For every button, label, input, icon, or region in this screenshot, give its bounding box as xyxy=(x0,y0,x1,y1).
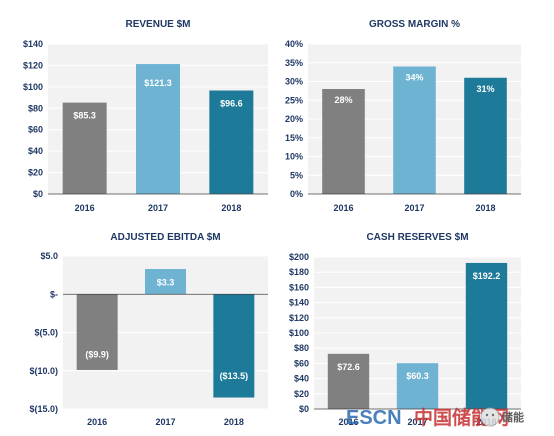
gross-margin-data-label-2018: 31% xyxy=(476,84,494,94)
revenue-y-tick-label: $20 xyxy=(28,168,43,178)
cash-reserves-y-tick-label: $80 xyxy=(294,343,309,353)
revenue-title: REVENUE $M xyxy=(125,19,190,30)
cash-reserves-data-label-2018: $192.2 xyxy=(473,271,501,281)
revenue-y-tick-label: $60 xyxy=(28,125,43,135)
gross-margin-data-label-2016: 28% xyxy=(334,95,352,105)
adjusted-ebitda-y-tick-label: $(5.0) xyxy=(34,328,58,338)
revenue-bar-2017 xyxy=(136,64,180,195)
adjusted-ebitda-bar-2016 xyxy=(76,294,118,370)
adjusted-ebitda-x-tick-label: 2018 xyxy=(224,417,244,427)
gross-margin-y-tick-label: 0% xyxy=(290,189,303,199)
watermark-escn-text: ESCN xyxy=(346,407,402,429)
revenue-y-tick-label: $0 xyxy=(33,189,43,199)
cash-reserves-bar-2018 xyxy=(465,262,508,409)
adjusted-ebitda-bar-2017 xyxy=(145,269,186,295)
adjusted-ebitda-x-tick-label: 2017 xyxy=(155,417,175,427)
revenue-y-tick-label: $120 xyxy=(23,60,43,70)
cash-reserves-y-tick-label: $0 xyxy=(299,404,309,414)
gross-margin-title: GROSS MARGIN % xyxy=(369,19,460,30)
watermark-badge-text: 储能 xyxy=(502,410,524,424)
cash-reserves-y-tick-label: $120 xyxy=(289,313,309,323)
gross-margin-y-tick-label: 25% xyxy=(285,95,303,105)
cash-reserves-y-tick-label: $20 xyxy=(294,389,309,399)
wechat-badge-icon xyxy=(480,407,500,427)
gross-margin-y-tick-label: 5% xyxy=(290,170,303,180)
revenue-y-tick-label: $80 xyxy=(28,103,43,113)
gross-margin-y-tick-label: 35% xyxy=(285,58,303,68)
gross-margin-bar-2017 xyxy=(393,66,436,194)
adjusted-ebitda-data-label-2018: ($13.5) xyxy=(220,371,249,381)
cash-reserves-y-tick-label: $140 xyxy=(289,298,309,308)
cash-reserves-y-tick-label: $180 xyxy=(289,267,309,277)
gross-margin-data-label-2017: 34% xyxy=(405,73,423,83)
cash-reserves-y-tick-label: $200 xyxy=(289,252,309,262)
cash-reserves-x-tick-label: 2016 xyxy=(338,417,358,427)
revenue-bar-2018 xyxy=(209,90,254,194)
cash-reserves-bar-2016 xyxy=(327,353,370,409)
gross-margin-bar-2018 xyxy=(464,77,507,194)
cash-reserves-y-tick-label: $100 xyxy=(289,328,309,338)
cash-reserves-x-tick-label: 2017 xyxy=(407,417,427,427)
revenue-data-label-2018: $96.6 xyxy=(220,99,243,109)
revenue-y-tick-label: $140 xyxy=(23,39,43,49)
revenue-x-tick-label: 2017 xyxy=(148,203,168,213)
adjusted-ebitda-y-tick-label: $5.0 xyxy=(40,251,58,261)
gross-margin-y-tick-label: 15% xyxy=(285,133,303,143)
revenue-y-tick-label: $40 xyxy=(28,146,43,156)
gross-margin-x-tick-label: 2017 xyxy=(404,203,424,213)
adjusted-ebitda-bar-2018 xyxy=(213,294,255,398)
revenue-data-label-2017: $121.3 xyxy=(144,78,172,88)
adjusted-ebitda-chart: ADJUSTED EBITDA $M $(15.0) $(10.0) $(5.0) $-… xyxy=(29,232,268,427)
revenue-chart: REVENUE $M $0 $20 $40 $60 $80 $100 $120 $140 $85.… xyxy=(23,19,268,213)
adjusted-ebitda-y-tick-label: $(15.0) xyxy=(29,404,58,414)
adjusted-ebitda-data-label-2017: $3.3 xyxy=(157,278,175,288)
cash-reserves-y-tick-label: $40 xyxy=(294,374,309,384)
adjusted-ebitda-title: ADJUSTED EBITDA $M xyxy=(110,232,220,243)
adjusted-ebitda-data-label-2016: ($9.9) xyxy=(85,349,109,359)
cash-reserves-y-tick-label: $160 xyxy=(289,282,309,292)
revenue-x-tick-label: 2016 xyxy=(75,203,95,213)
cash-reserves-data-label-2017: $60.3 xyxy=(406,371,429,381)
revenue-x-tick-label: 2018 xyxy=(221,203,241,213)
cash-reserves-data-label-2016: $72.6 xyxy=(337,362,360,372)
gross-margin-y-tick-label: 30% xyxy=(285,77,303,87)
revenue-bar-2016 xyxy=(62,102,107,194)
watermark-logo: ESCN 中国储能网 储能 xyxy=(346,406,524,429)
gross-margin-y-tick-label: 40% xyxy=(285,39,303,49)
cash-reserves-chart: CASH RESERVES $M $0 $20 $40 $60 $80 $100 $120 $1… xyxy=(289,232,521,427)
gross-margin-x-tick-label: 2016 xyxy=(333,203,353,213)
cash-reserves-y-tick-label: $60 xyxy=(294,358,309,368)
revenue-data-label-2016: $85.3 xyxy=(73,111,96,121)
adjusted-ebitda-x-tick-label: 2016 xyxy=(87,417,107,427)
gross-margin-x-tick-label: 2018 xyxy=(475,203,495,213)
gross-margin-y-tick-label: 10% xyxy=(285,152,303,162)
gross-margin-bar-2016 xyxy=(322,89,365,194)
cash-reserves-bar-2017 xyxy=(396,363,439,409)
cash-reserves-title: CASH RESERVES $M xyxy=(366,232,468,243)
adjusted-ebitda-y-tick-label: $- xyxy=(50,289,58,299)
adjusted-ebitda-y-tick-label: $(10.0) xyxy=(29,366,58,376)
gross-margin-chart: GROSS MARGIN % 0% 5% 10% 15% 20% 25% 30% 35% 40% 2… xyxy=(285,19,521,213)
gross-margin-y-tick-label: 20% xyxy=(285,114,303,124)
revenue-y-tick-label: $100 xyxy=(23,82,43,92)
